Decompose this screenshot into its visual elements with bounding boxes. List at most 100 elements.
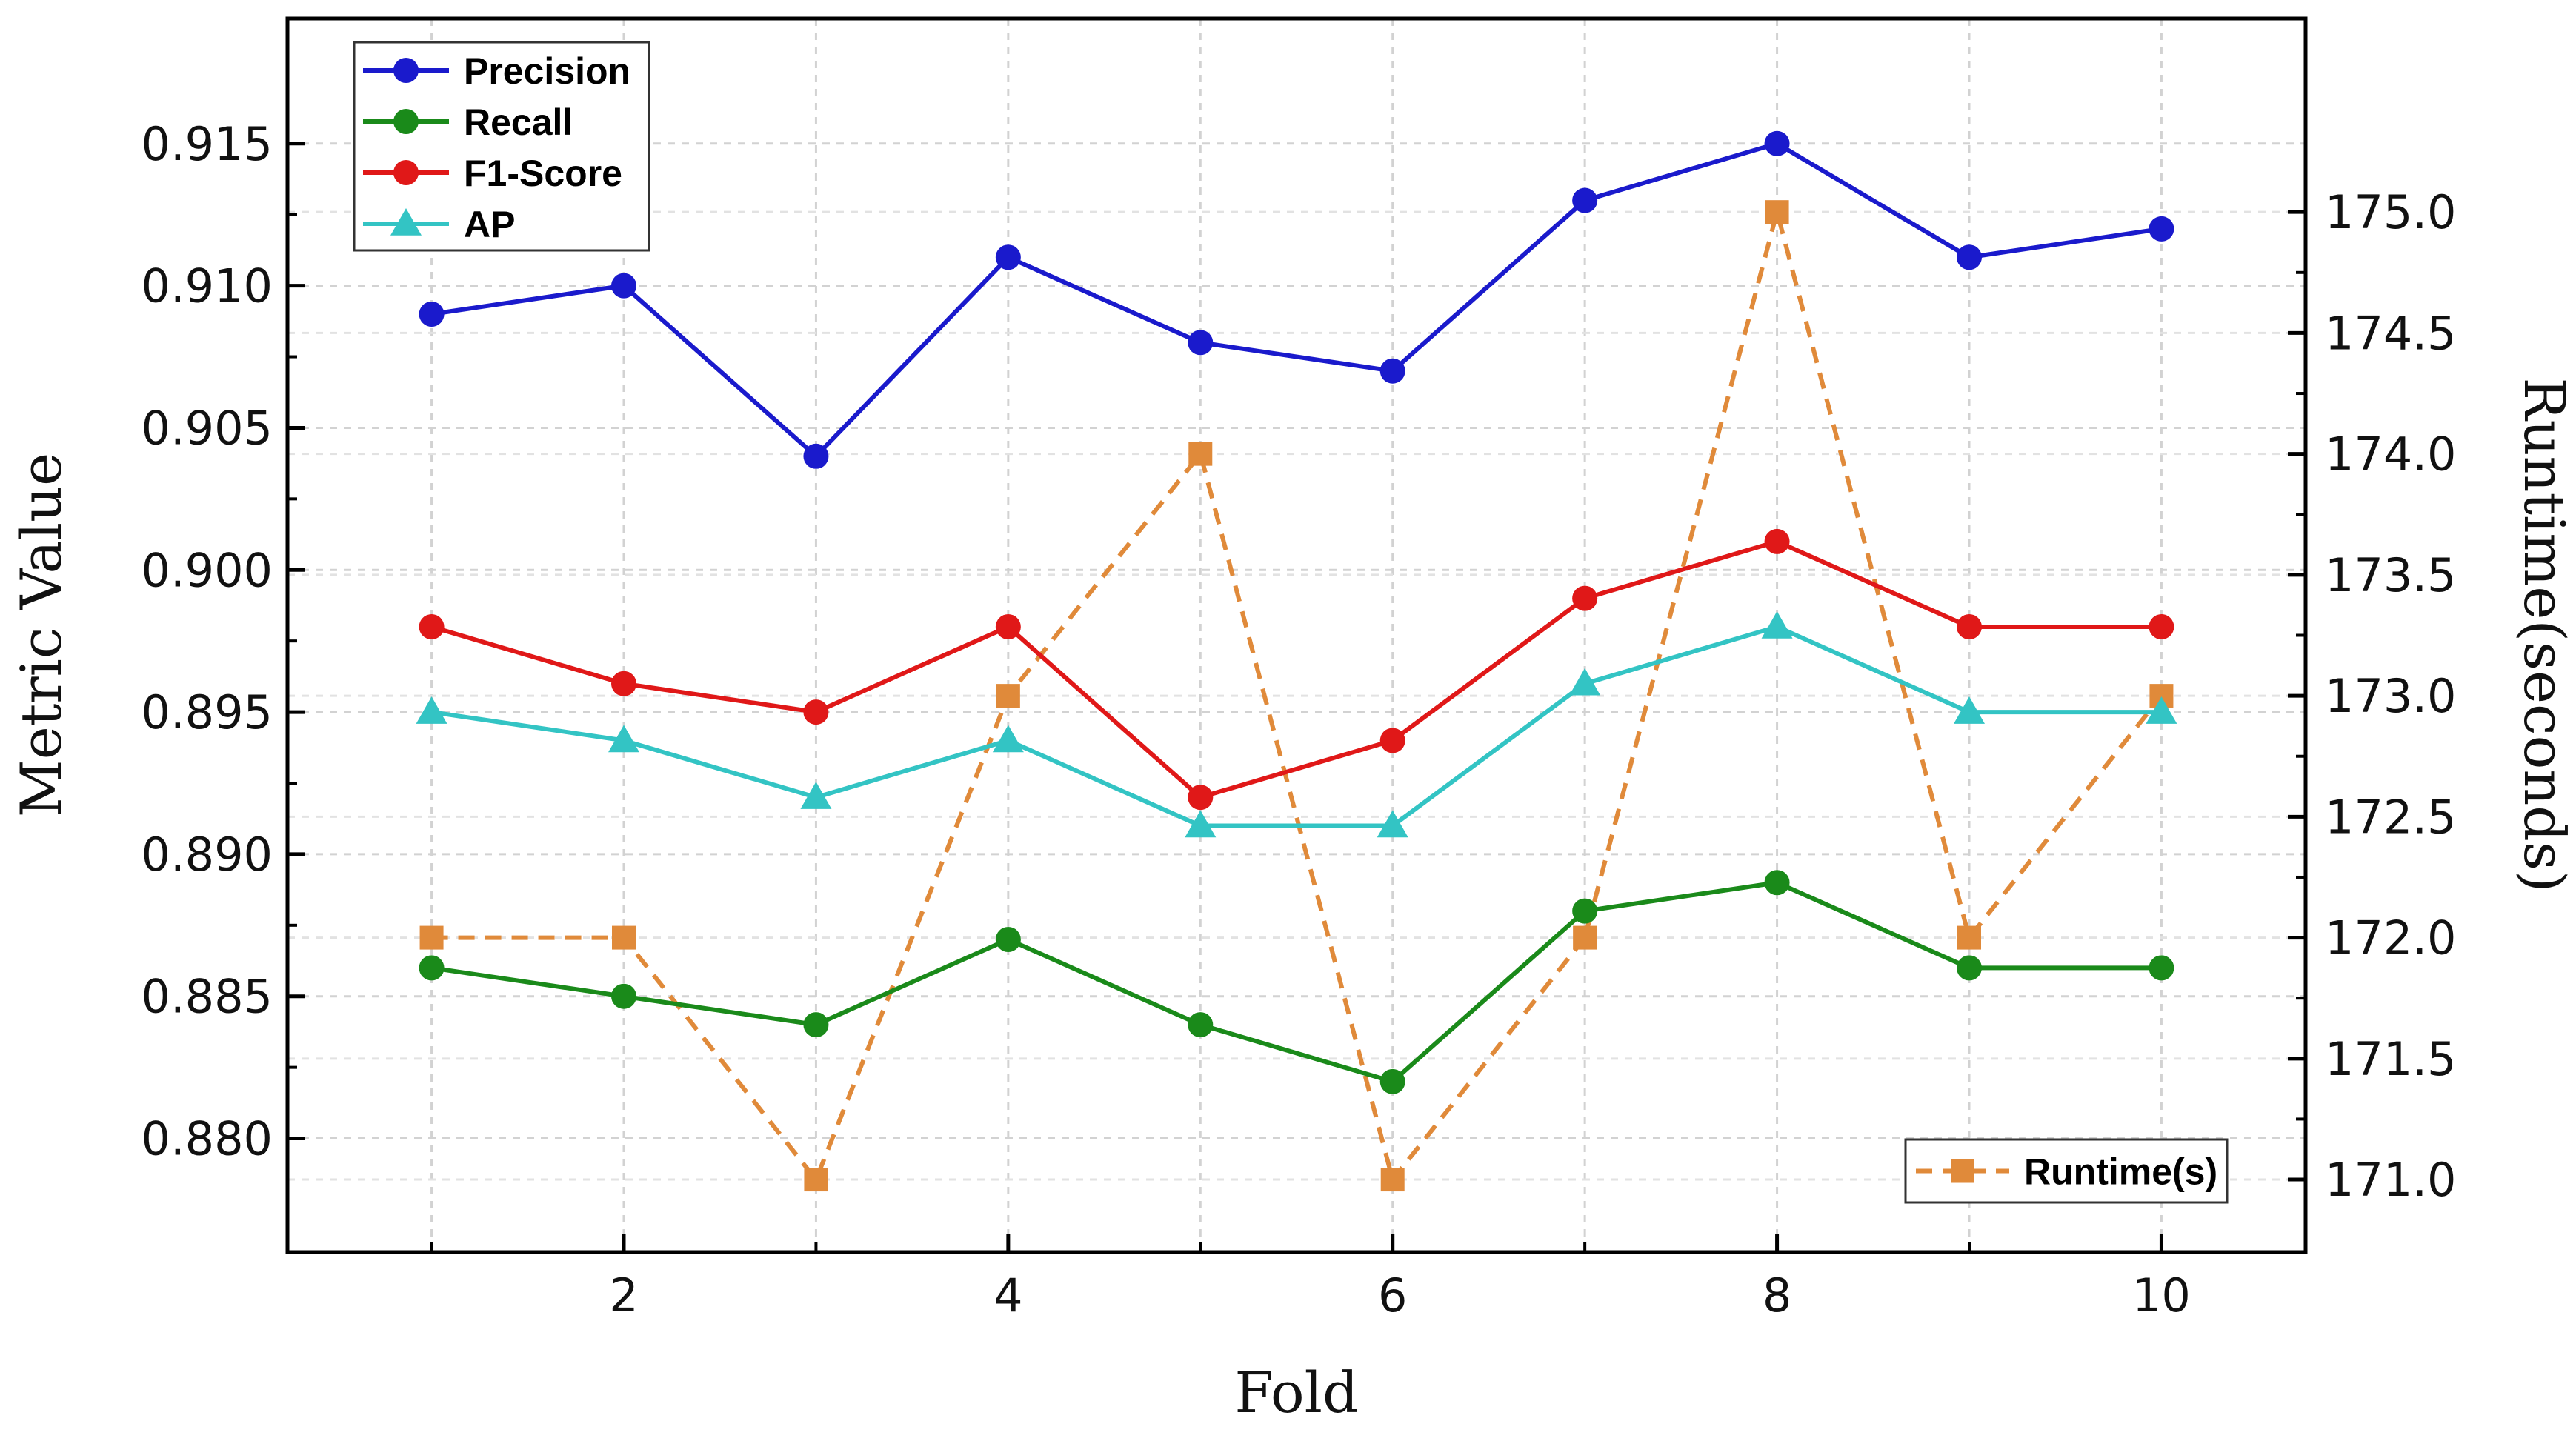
point-precision-7 bbox=[1572, 187, 1598, 213]
y-tick-label-7: 0.915 bbox=[142, 117, 273, 171]
point-ap-1 bbox=[416, 696, 447, 724]
point-ap-5 bbox=[1185, 810, 1217, 838]
point-ap-7 bbox=[1569, 668, 1601, 696]
point-recall-8 bbox=[1764, 870, 1790, 896]
point-runtime-s-7 bbox=[1573, 925, 1597, 950]
point-runtime-s-6 bbox=[1380, 1168, 1405, 1192]
point-f1-score-2 bbox=[611, 671, 636, 696]
point-f1-score-4 bbox=[995, 613, 1021, 639]
point-f1-score-9 bbox=[1957, 613, 1982, 639]
point-ap-8 bbox=[1761, 610, 1793, 639]
point-recall-9 bbox=[1957, 955, 1982, 981]
point-ap-10 bbox=[2146, 696, 2177, 724]
y2-tick-label-0: 171.0 bbox=[2325, 1153, 2457, 1207]
legend-label-ap: AP bbox=[464, 204, 515, 245]
y2-tick-label-3: 172.5 bbox=[2325, 790, 2457, 844]
y-tick-label-4: 0.900 bbox=[142, 543, 273, 597]
right-y-axis: 171.0 171.5 172.0 172.5 173.0 173.5 174.0 174.5… bbox=[2288, 185, 2457, 1207]
point-precision-8 bbox=[1764, 130, 1790, 156]
point-recall-5 bbox=[1188, 1012, 1214, 1038]
series-line-precision bbox=[431, 141, 2162, 459]
point-runtime-s-8 bbox=[1765, 200, 1789, 224]
point-ap-9 bbox=[1954, 696, 1985, 724]
y2-tick-label-4: 173.0 bbox=[2325, 669, 2457, 723]
x-tick-label-2: 6 bbox=[1378, 1268, 1407, 1322]
point-precision-2 bbox=[611, 273, 636, 299]
legend-marker-precision bbox=[393, 58, 419, 83]
point-recall-6 bbox=[1379, 1068, 1405, 1094]
y-axis-title: Metric Value bbox=[8, 453, 74, 817]
point-f1-score-10 bbox=[2149, 613, 2174, 639]
legend-item-precision: Precision bbox=[363, 50, 630, 92]
y2-axis-title: Runtime(seconds) bbox=[2512, 377, 2576, 892]
legend-label-recall: Recall bbox=[464, 102, 573, 143]
series-recall bbox=[419, 870, 2174, 1094]
point-recall-4 bbox=[995, 926, 1021, 952]
y-tick-label-1: 0.885 bbox=[142, 970, 273, 1024]
point-recall-1 bbox=[419, 955, 445, 981]
point-recall-3 bbox=[803, 1012, 829, 1038]
legend-marker-runtime-s bbox=[1951, 1159, 1974, 1183]
point-precision-5 bbox=[1188, 330, 1214, 356]
point-f1-score-5 bbox=[1188, 785, 1214, 811]
point-precision-9 bbox=[1957, 244, 1982, 270]
point-recall-2 bbox=[611, 983, 636, 1009]
point-f1-score-3 bbox=[803, 699, 829, 725]
point-recall-7 bbox=[1572, 898, 1598, 924]
point-runtime-s-2 bbox=[612, 925, 636, 950]
point-ap-4 bbox=[992, 725, 1024, 753]
series-ap bbox=[416, 610, 2177, 838]
point-precision-1 bbox=[419, 301, 445, 327]
x-tick-label-3: 8 bbox=[1763, 1268, 1791, 1322]
series-f1-score bbox=[419, 528, 2174, 811]
x-axis-title: Fold bbox=[1234, 1360, 1358, 1425]
point-f1-score-6 bbox=[1379, 728, 1405, 753]
legend-label-f1-score: F1-Score bbox=[464, 153, 622, 194]
point-f1-score-7 bbox=[1572, 585, 1598, 611]
series-line-recall bbox=[431, 880, 2162, 1084]
series-layer bbox=[416, 130, 2177, 1192]
point-runtime-s-5 bbox=[1188, 442, 1213, 466]
point-precision-3 bbox=[803, 443, 829, 469]
legend-metrics: Precision Recall F1-Score AP bbox=[353, 41, 650, 252]
y2-tick-label-6: 174.0 bbox=[2325, 427, 2457, 482]
legend-item-runtime-s: Runtime(s) bbox=[1916, 1151, 2217, 1193]
legend-marker-recall bbox=[393, 109, 419, 134]
legend-runtime: Runtime(s) bbox=[1904, 1138, 2229, 1204]
series-precision bbox=[419, 130, 2174, 469]
point-runtime-s-1 bbox=[419, 925, 444, 950]
left-y-axis: 0.880 0.885 0.890 0.895 0.900 0.905 0.910 0.915 bbox=[142, 117, 305, 1166]
point-ap-3 bbox=[800, 782, 832, 809]
point-precision-6 bbox=[1379, 358, 1405, 384]
point-runtime-s-9 bbox=[1957, 925, 1981, 950]
point-precision-10 bbox=[2149, 216, 2174, 242]
y2-tick-label-8: 175.0 bbox=[2325, 185, 2457, 239]
y-tick-label-6: 0.910 bbox=[142, 259, 273, 313]
legend-item-ap: AP bbox=[363, 204, 515, 245]
legend-marker-ap bbox=[390, 208, 422, 236]
y2-tick-label-7: 174.5 bbox=[2325, 306, 2457, 360]
legend-marker-f1-score bbox=[393, 160, 419, 185]
y2-tick-label-5: 173.5 bbox=[2325, 548, 2457, 602]
y-tick-label-2: 0.890 bbox=[142, 828, 273, 882]
point-runtime-s-3 bbox=[804, 1168, 828, 1192]
x-axis: 2 4 6 8 10 bbox=[430, 1234, 2191, 1322]
legend-label-runtime-s: Runtime(s) bbox=[2024, 1151, 2217, 1193]
point-precision-4 bbox=[995, 244, 1021, 270]
y-tick-label-5: 0.905 bbox=[142, 401, 273, 455]
legend-item-recall: Recall bbox=[363, 102, 573, 143]
point-ap-6 bbox=[1377, 810, 1408, 838]
point-runtime-s-4 bbox=[996, 684, 1020, 708]
y2-tick-label-1: 171.5 bbox=[2325, 1032, 2457, 1086]
series-line-f1-score bbox=[430, 539, 2162, 800]
series-line-ap bbox=[431, 624, 2162, 828]
x-tick-label-0: 2 bbox=[609, 1268, 638, 1322]
series-runtime-s bbox=[419, 200, 2174, 1192]
y-tick-label-0: 0.880 bbox=[142, 1112, 273, 1166]
y2-tick-label-2: 172.0 bbox=[2325, 911, 2457, 965]
legend-label-precision: Precision bbox=[464, 50, 630, 92]
y-tick-label-3: 0.895 bbox=[142, 685, 273, 739]
point-ap-2 bbox=[608, 725, 639, 753]
point-recall-10 bbox=[2149, 955, 2174, 981]
